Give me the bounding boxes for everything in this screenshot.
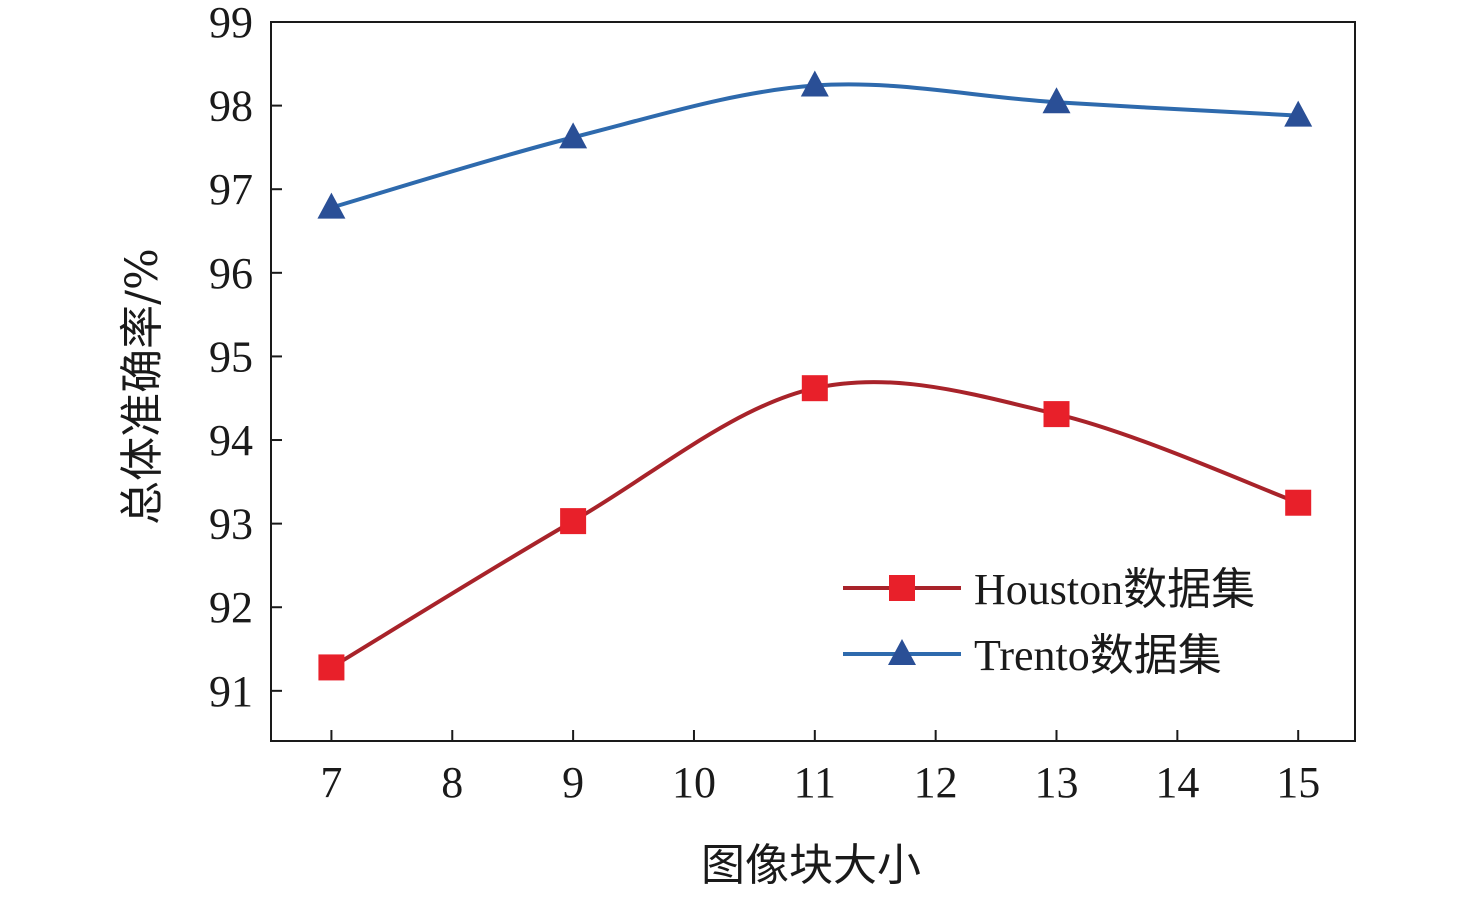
data-point-square [318, 654, 345, 681]
data-point-square [560, 508, 587, 535]
x-axis: 7 8 9 10 11 12 13 14 15 [320, 730, 1320, 807]
data-point-square [1043, 401, 1070, 428]
legend-marker [888, 639, 916, 665]
x-tick-label: 12 [914, 758, 958, 807]
y-axis: 91 92 93 94 95 96 97 98 99 [209, 0, 282, 716]
x-tick-label: 8 [441, 758, 463, 807]
x-axis-title: 图像块大小 [701, 840, 921, 891]
y-tick-label: 96 [209, 249, 253, 298]
y-tick-label: 92 [209, 583, 253, 632]
x-tick-label: 14 [1155, 758, 1199, 807]
data-point-triangle [1042, 87, 1071, 114]
data-point-square [801, 375, 828, 402]
y-tick-label: 99 [209, 0, 253, 47]
legend-marker [889, 575, 915, 601]
x-tick-label: 7 [320, 758, 342, 807]
plot-area [270, 21, 1356, 742]
legend-label: Houston数据集 [974, 565, 1255, 614]
series-line [330, 380, 1299, 670]
legend-item: Trento数据集 [843, 631, 1222, 680]
x-tick-label: 11 [794, 758, 836, 807]
y-tick-label: 91 [209, 667, 253, 716]
x-tick-label: 10 [672, 758, 716, 807]
series-houston [318, 375, 1312, 681]
data-point-triangle [800, 70, 829, 97]
plot-frame [270, 21, 1356, 742]
y-tick-label: 98 [209, 82, 253, 131]
data-point-square [1285, 489, 1312, 516]
x-tick-label: 15 [1276, 758, 1320, 807]
data-point-triangle [559, 122, 588, 149]
x-tick-label: 9 [562, 758, 584, 807]
series-trento [317, 70, 1313, 219]
y-tick-label: 94 [209, 416, 253, 465]
y-tick-label: 97 [209, 165, 253, 214]
y-axis-title: 总体准确率/% [117, 248, 168, 525]
data-point-triangle [317, 192, 346, 219]
legend-label: Trento数据集 [974, 631, 1222, 680]
legend-item: Houston数据集 [843, 565, 1255, 614]
data-point-triangle [1284, 100, 1313, 127]
y-tick-label: 95 [209, 332, 253, 381]
series-line [330, 82, 1299, 210]
y-tick-label: 93 [209, 500, 253, 549]
x-tick-label: 13 [1035, 758, 1079, 807]
legend: Houston数据集 Trento数据集 [843, 565, 1255, 680]
series-layer [317, 70, 1313, 681]
